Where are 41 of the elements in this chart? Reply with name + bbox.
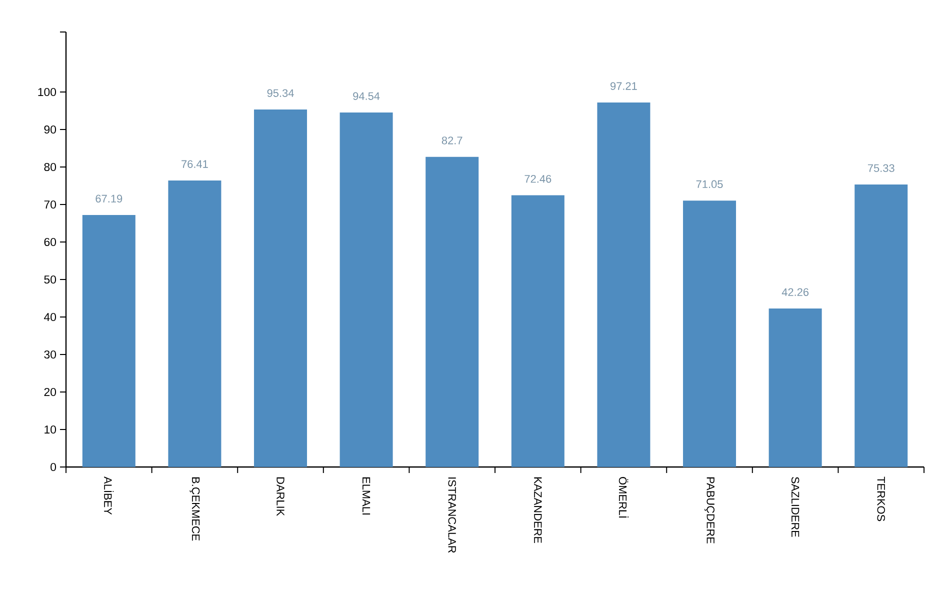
x-tick-label: ISTRANCALAR xyxy=(448,478,456,553)
x-tick-label: ELMALI xyxy=(362,477,370,514)
bar xyxy=(82,215,136,467)
data-label: 42.26 xyxy=(782,288,809,296)
y-tick-label: 90 xyxy=(44,125,56,134)
x-tick-label: ALİBEY xyxy=(104,476,114,515)
data-label: 76.41 xyxy=(182,160,208,168)
y-tick-label: 40 xyxy=(44,312,56,322)
y-tick-label: 50 xyxy=(44,275,56,284)
bar xyxy=(511,195,564,467)
bar xyxy=(683,200,736,467)
x-tick-label: B.ÇEKMECE xyxy=(190,477,200,541)
x-tick-label: DARLIK xyxy=(276,477,284,516)
y-tick-label: 100 xyxy=(38,88,56,96)
bar xyxy=(168,180,222,467)
x-tick-label: PABUÇDERE xyxy=(704,477,714,544)
y-tick-label: 60 xyxy=(44,238,56,246)
data-label: 82.7 xyxy=(442,136,462,144)
data-label: 97.21 xyxy=(610,82,637,90)
bar xyxy=(254,109,308,467)
x-tick-label: KAZANDERE xyxy=(534,477,542,544)
y-tick-label: 10 xyxy=(44,425,56,434)
x-tick-label: TERKOS xyxy=(877,476,885,522)
data-label: 71.05 xyxy=(696,180,723,188)
bar xyxy=(426,156,479,467)
y-tick-label: 0 xyxy=(50,462,56,472)
data-label: 67.19 xyxy=(96,194,122,203)
x-tick-label: ÖMERLİ xyxy=(618,477,629,518)
bar xyxy=(768,308,822,467)
y-tick-label: 30 xyxy=(44,350,56,359)
data-label: 72.46 xyxy=(524,175,552,183)
y-tick-label: 80 xyxy=(44,162,56,172)
bar xyxy=(597,102,650,467)
data-label: 94.54 xyxy=(353,92,380,100)
y-tick-label: 70 xyxy=(44,200,56,209)
bar xyxy=(854,184,908,467)
y-tick-label: 20 xyxy=(44,388,56,396)
data-label: 75.33 xyxy=(868,164,894,172)
x-tick-label: SAZLIDERE xyxy=(791,477,800,537)
data-label: 95.34 xyxy=(267,89,294,97)
bar xyxy=(340,112,393,467)
